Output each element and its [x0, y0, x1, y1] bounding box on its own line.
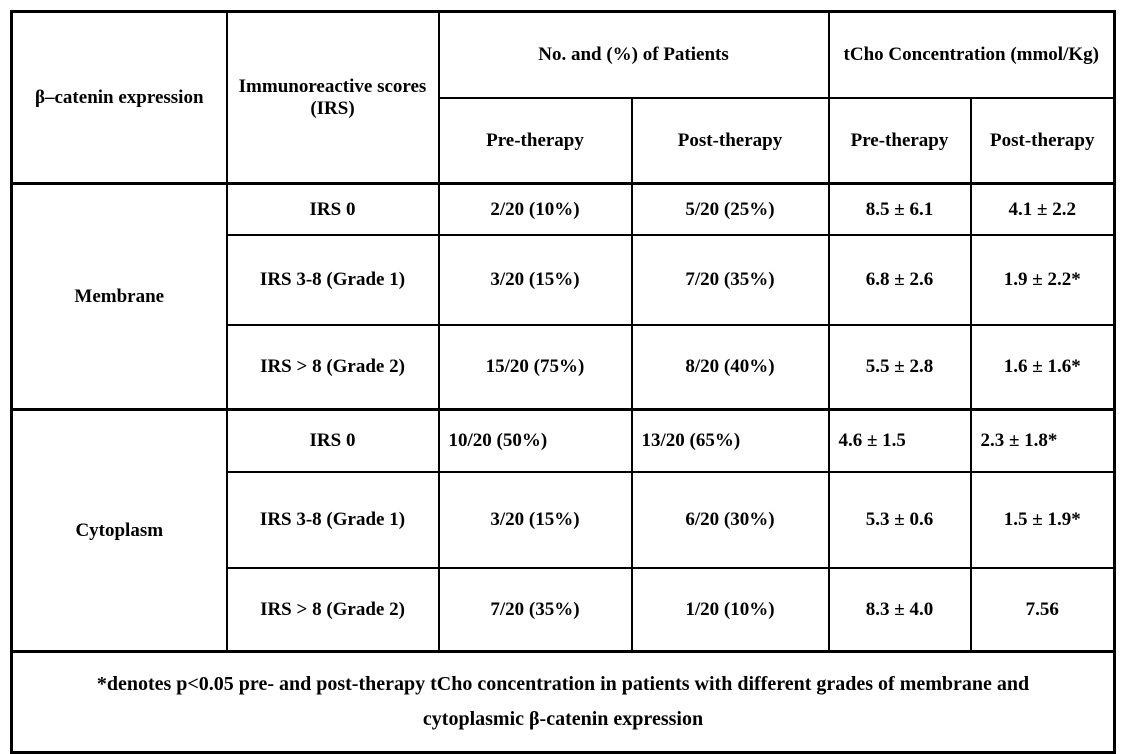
irs-label-cell: IRS > 8 (Grade 2) — [225, 567, 440, 653]
footnote-line-2: cytoplasmic β-catenin expression — [422, 708, 704, 730]
table-row: IRS > 8 (Grade 2) 7/20 (35%) 1/20 (10%) … — [12, 567, 1116, 653]
header-patients-group: No. and (%) of Patients — [437, 10, 830, 99]
tcho-pre-cell: 8.3 ± 4.0 — [827, 567, 972, 653]
patients-post-cell: 1/20 (10%) — [630, 567, 830, 653]
tcho-post-cell: 1.5 ± 1.9* — [969, 471, 1116, 569]
irs-label-cell: IRS 0 — [225, 182, 440, 236]
data-table: β–catenin expression Immunoreactive scor… — [10, 10, 1117, 754]
irs-label-cell: IRS > 8 (Grade 2) — [225, 324, 440, 411]
footnote-line-1: *denotes p<0.05 pre- and post-therapy tC… — [96, 673, 1030, 695]
subheader-patients-pre-therapy: Pre-therapy — [437, 97, 633, 185]
patients-pre-cell: 2/20 (10%) — [437, 182, 633, 236]
tcho-pre-cell: 6.8 ± 2.6 — [827, 234, 972, 326]
patients-post-cell: 13/20 (65%) — [630, 408, 830, 473]
tcho-post-cell: 7.56 — [969, 567, 1116, 653]
subheader-patients-post-therapy: Post-therapy — [630, 97, 830, 185]
header-immunoreactive-scores: Immunoreactive scores (IRS) — [225, 10, 440, 185]
footnote: *denotes p<0.05 pre- and post-therapy tC… — [10, 650, 1116, 754]
patients-pre-cell: 10/20 (50%) — [437, 408, 633, 473]
tcho-post-cell: 1.6 ± 1.6* — [969, 324, 1116, 411]
table-row: Cytoplasm IRS 0 10/20 (50%) 13/20 (65%) … — [10, 408, 1116, 653]
patients-post-cell: 6/20 (30%) — [630, 471, 830, 569]
irs-label-cell: IRS 3-8 (Grade 1) — [225, 234, 440, 326]
footnote-row: *denotes p<0.05 pre- and post-therapy tC… — [10, 650, 1116, 754]
table-row: Membrane IRS 0 2/20 (10%) 5/20 (25%) 8.5… — [10, 182, 1116, 411]
header-row-subcolumns: Pre-therapy Post-therapy Pre-therapy Pos… — [12, 97, 1116, 185]
header-beta-catenin-expression: β–catenin expression — [10, 10, 228, 185]
subheader-tcho-pre-therapy: Pre-therapy — [827, 97, 972, 185]
patients-post-cell: 5/20 (25%) — [630, 182, 830, 236]
table-row: IRS 3-8 (Grade 1) 3/20 (15%) 6/20 (30%) … — [12, 471, 1116, 569]
patients-post-cell: 8/20 (40%) — [630, 324, 830, 411]
patients-pre-cell: 7/20 (35%) — [437, 567, 633, 653]
irs-label-cell: IRS 3-8 (Grade 1) — [225, 471, 440, 569]
table-row: IRS > 8 (Grade 2) 15/20 (75%) 8/20 (40%)… — [12, 324, 1116, 411]
row-group-label-cytoplasm: Cytoplasm — [10, 408, 228, 653]
tcho-pre-cell: 5.5 ± 2.8 — [827, 324, 972, 411]
table-figure: β–catenin expression Immunoreactive scor… — [10, 10, 1117, 754]
patients-pre-cell: 3/20 (15%) — [437, 471, 633, 569]
patients-pre-cell: 3/20 (15%) — [437, 234, 633, 326]
tcho-post-cell: 1.9 ± 2.2* — [969, 234, 1116, 326]
irs-label-cell: IRS 0 — [225, 408, 440, 473]
patients-pre-cell: 15/20 (75%) — [437, 324, 633, 411]
tcho-post-cell: 2.3 ± 1.8* — [969, 408, 1116, 473]
tcho-pre-cell: 8.5 ± 6.1 — [827, 182, 972, 236]
row-group-label-membrane: Membrane — [10, 182, 228, 411]
subheader-tcho-post-therapy: Post-therapy — [969, 97, 1116, 185]
table-row: IRS 3-8 (Grade 1) 3/20 (15%) 7/20 (35%) … — [12, 234, 1116, 326]
patients-post-cell: 7/20 (35%) — [630, 234, 830, 326]
tcho-pre-cell: 5.3 ± 0.6 — [827, 471, 972, 569]
header-tcho-group: tCho Concentration (mmol/Kg) — [827, 10, 1116, 99]
tcho-pre-cell: 4.6 ± 1.5 — [827, 408, 972, 473]
tcho-post-cell: 4.1 ± 2.2 — [969, 182, 1116, 236]
header-row-groups: β–catenin expression Immunoreactive scor… — [10, 10, 1116, 185]
